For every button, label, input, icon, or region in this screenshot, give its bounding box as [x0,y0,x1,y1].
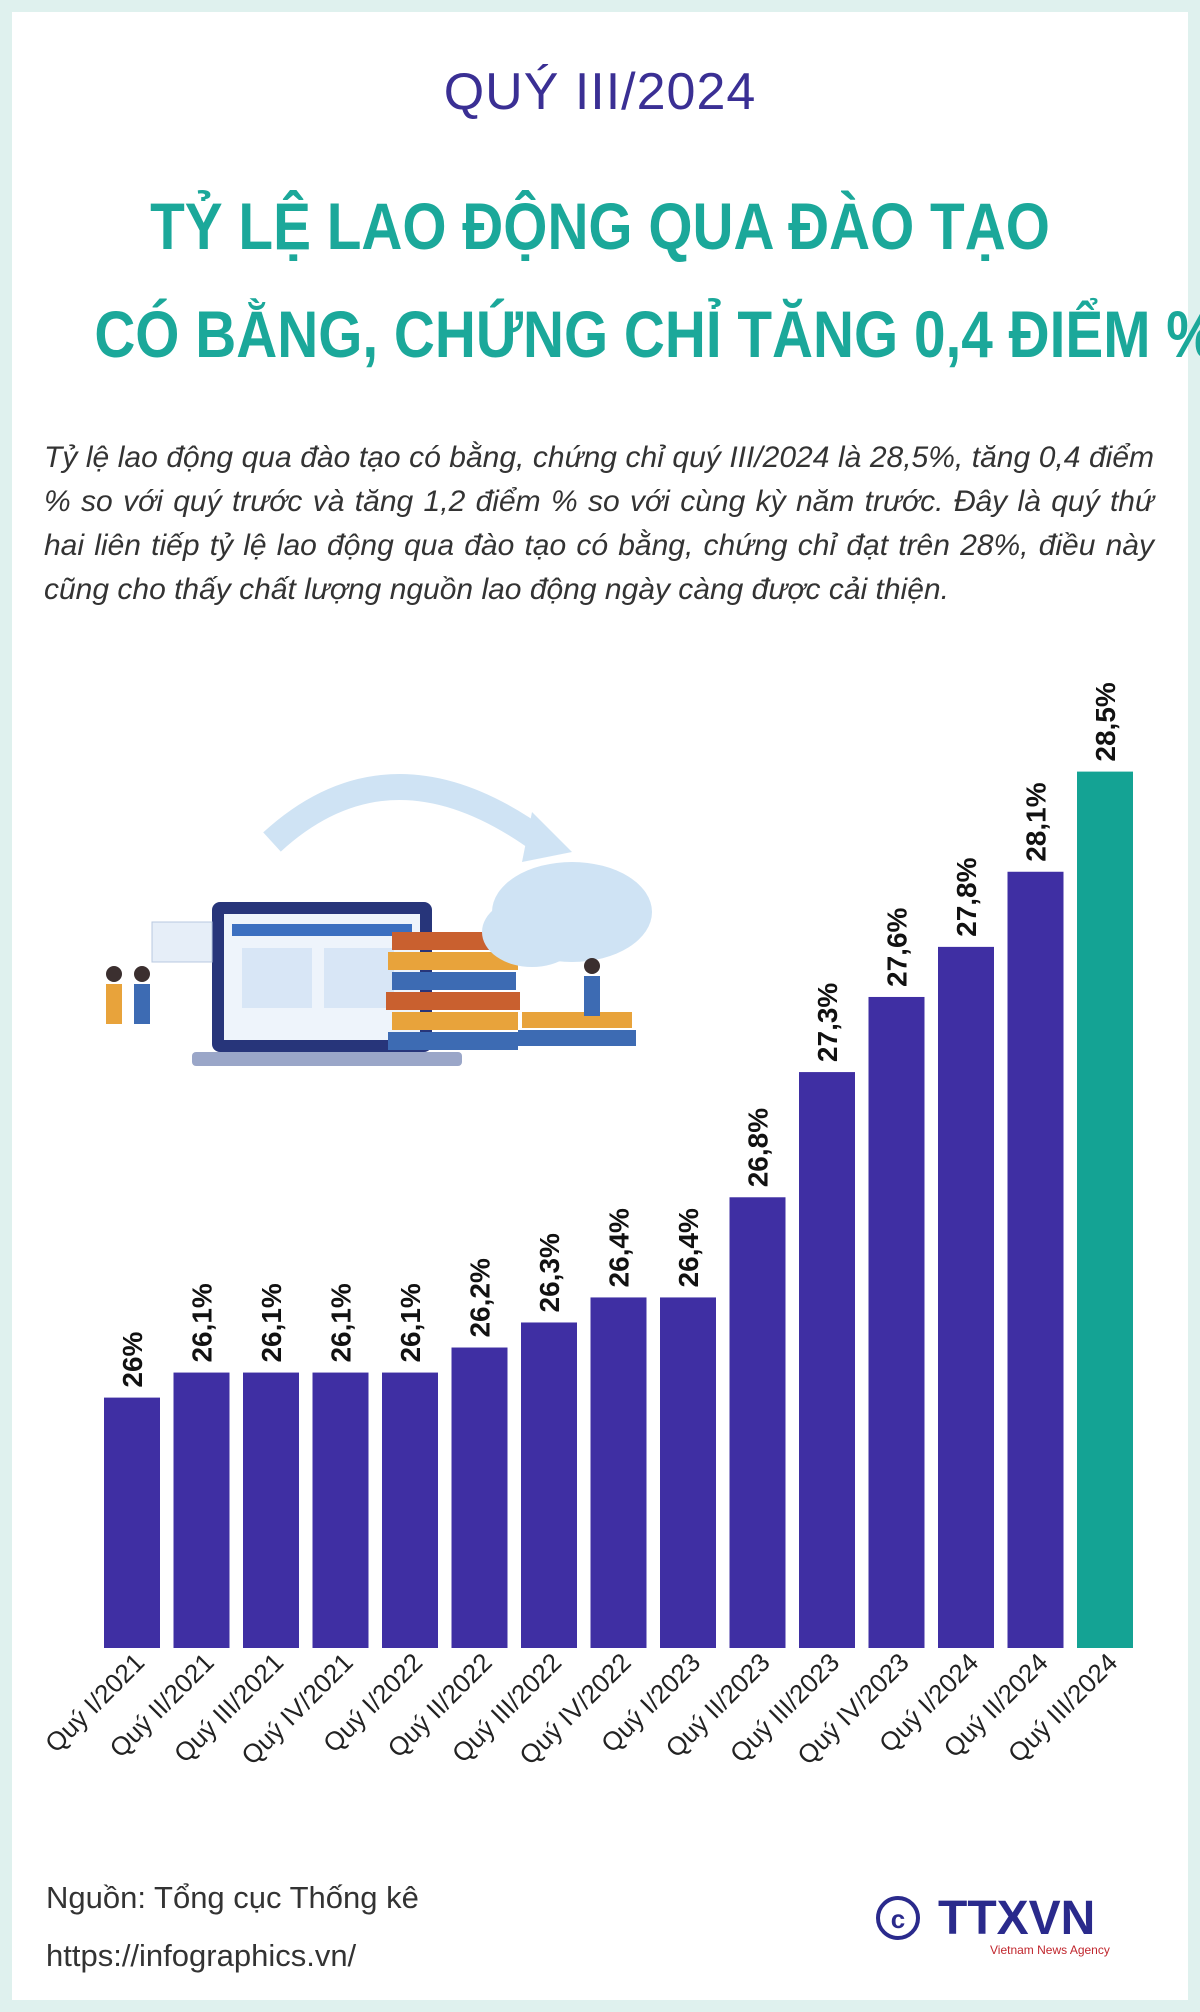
value-label-1: 26,1% [187,1283,218,1362]
value-label-2: 26,1% [256,1283,287,1362]
value-label-11: 27,6% [882,907,913,986]
ttxvn-logo: c TTXVN Vietnam News Agency [876,1892,1110,1957]
book-5-shape [392,1012,518,1030]
bars-group [104,771,1133,1648]
value-label-6: 26,3% [534,1233,565,1312]
book-8-shape [518,1030,636,1046]
value-label-9: 26,8% [743,1108,774,1187]
bar-10 [799,1072,855,1648]
bar-8 [660,1297,716,1648]
intro-paragraph: Tỷ lệ lao động qua đào tạo có bằng, chứn… [44,441,1154,606]
title-line-2: CÓ BẰNG, CHỨNG CHỈ TĂNG 0,4 ĐIỂM % [94,297,1200,371]
value-label-12: 27,8% [951,857,982,936]
value-label-5: 26,2% [465,1258,496,1337]
logo-subtext: Vietnam News Agency [990,1943,1110,1957]
arc-arrow-shape [263,774,550,853]
bar-6 [521,1322,577,1648]
laptop-card-2-shape [324,948,394,1008]
education-illustration [106,774,652,1066]
source-text: Nguồn: Tổng cục Thống kê [46,1880,419,1915]
infographic-card: QUÝ III/2024 TỶ LỆ LAO ĐỘNG QUA ĐÀO TẠO … [12,12,1200,2000]
logo-wordmark: TTXVN [938,1892,1095,1945]
value-label-10: 27,3% [812,983,843,1062]
book-2-shape [388,952,518,970]
person-2-head-shape [134,966,150,982]
person-3-body-shape [584,976,600,1016]
bar-0 [104,1397,160,1648]
value-label-8: 26,4% [673,1208,704,1287]
value-label-3: 26,1% [326,1283,357,1362]
laptop-bar-shape [232,924,412,936]
popup-card-shape [151,921,213,963]
bar-3 [312,1372,369,1648]
value-label-7: 26,4% [604,1208,635,1287]
url-text: https://infographics.vn/ [46,1938,357,1973]
person-1-body-shape [106,984,122,1024]
book-6-shape [388,1032,518,1050]
copyright-glyph-shape: c [891,1904,905,1934]
cloud-part-shape [482,897,582,967]
laptop-card-1-shape [242,948,312,1008]
book-4-shape [386,992,520,1010]
book-3-shape [392,972,516,990]
value-label-4: 26,1% [395,1283,426,1362]
person-2-body-shape [134,984,150,1024]
bar-chart: 26% 26,1% 26,1% 26,1% 26,1% 26,2% 26,3% 26,4% 26… [39,682,1133,1770]
bar-11 [868,996,925,1648]
copyright-circle-shape [876,1896,920,1940]
value-labels-group: 26% 26,1% 26,1% 26,1% 26,1% 26,2% 26,3% 26,4% 26… [117,682,1121,1387]
bar-1 [173,1372,230,1648]
bar-4 [382,1372,438,1648]
bar-14 [1077,771,1133,1648]
quarter-heading: QUÝ III/2024 [443,63,757,121]
book-1-shape [392,932,512,950]
value-label-13: 28,1% [1021,782,1052,861]
arrow-head-shape [522,812,572,862]
bar-9 [729,1197,786,1648]
bar-5 [451,1347,508,1648]
bar-12 [938,946,994,1648]
person-3-head-shape [584,958,600,974]
value-label-0: 26% [117,1331,148,1387]
book-7-shape [522,1012,632,1028]
title-line-1: TỶ LỆ LAO ĐỘNG QUA ĐÀO TẠO [150,189,1050,263]
bar-13 [1007,871,1064,1648]
laptop-base-shape [192,1052,462,1066]
bar-2 [243,1372,299,1648]
person-1-head-shape [106,966,122,982]
bar-7 [590,1297,647,1648]
value-label-14: 28,5% [1090,682,1121,761]
